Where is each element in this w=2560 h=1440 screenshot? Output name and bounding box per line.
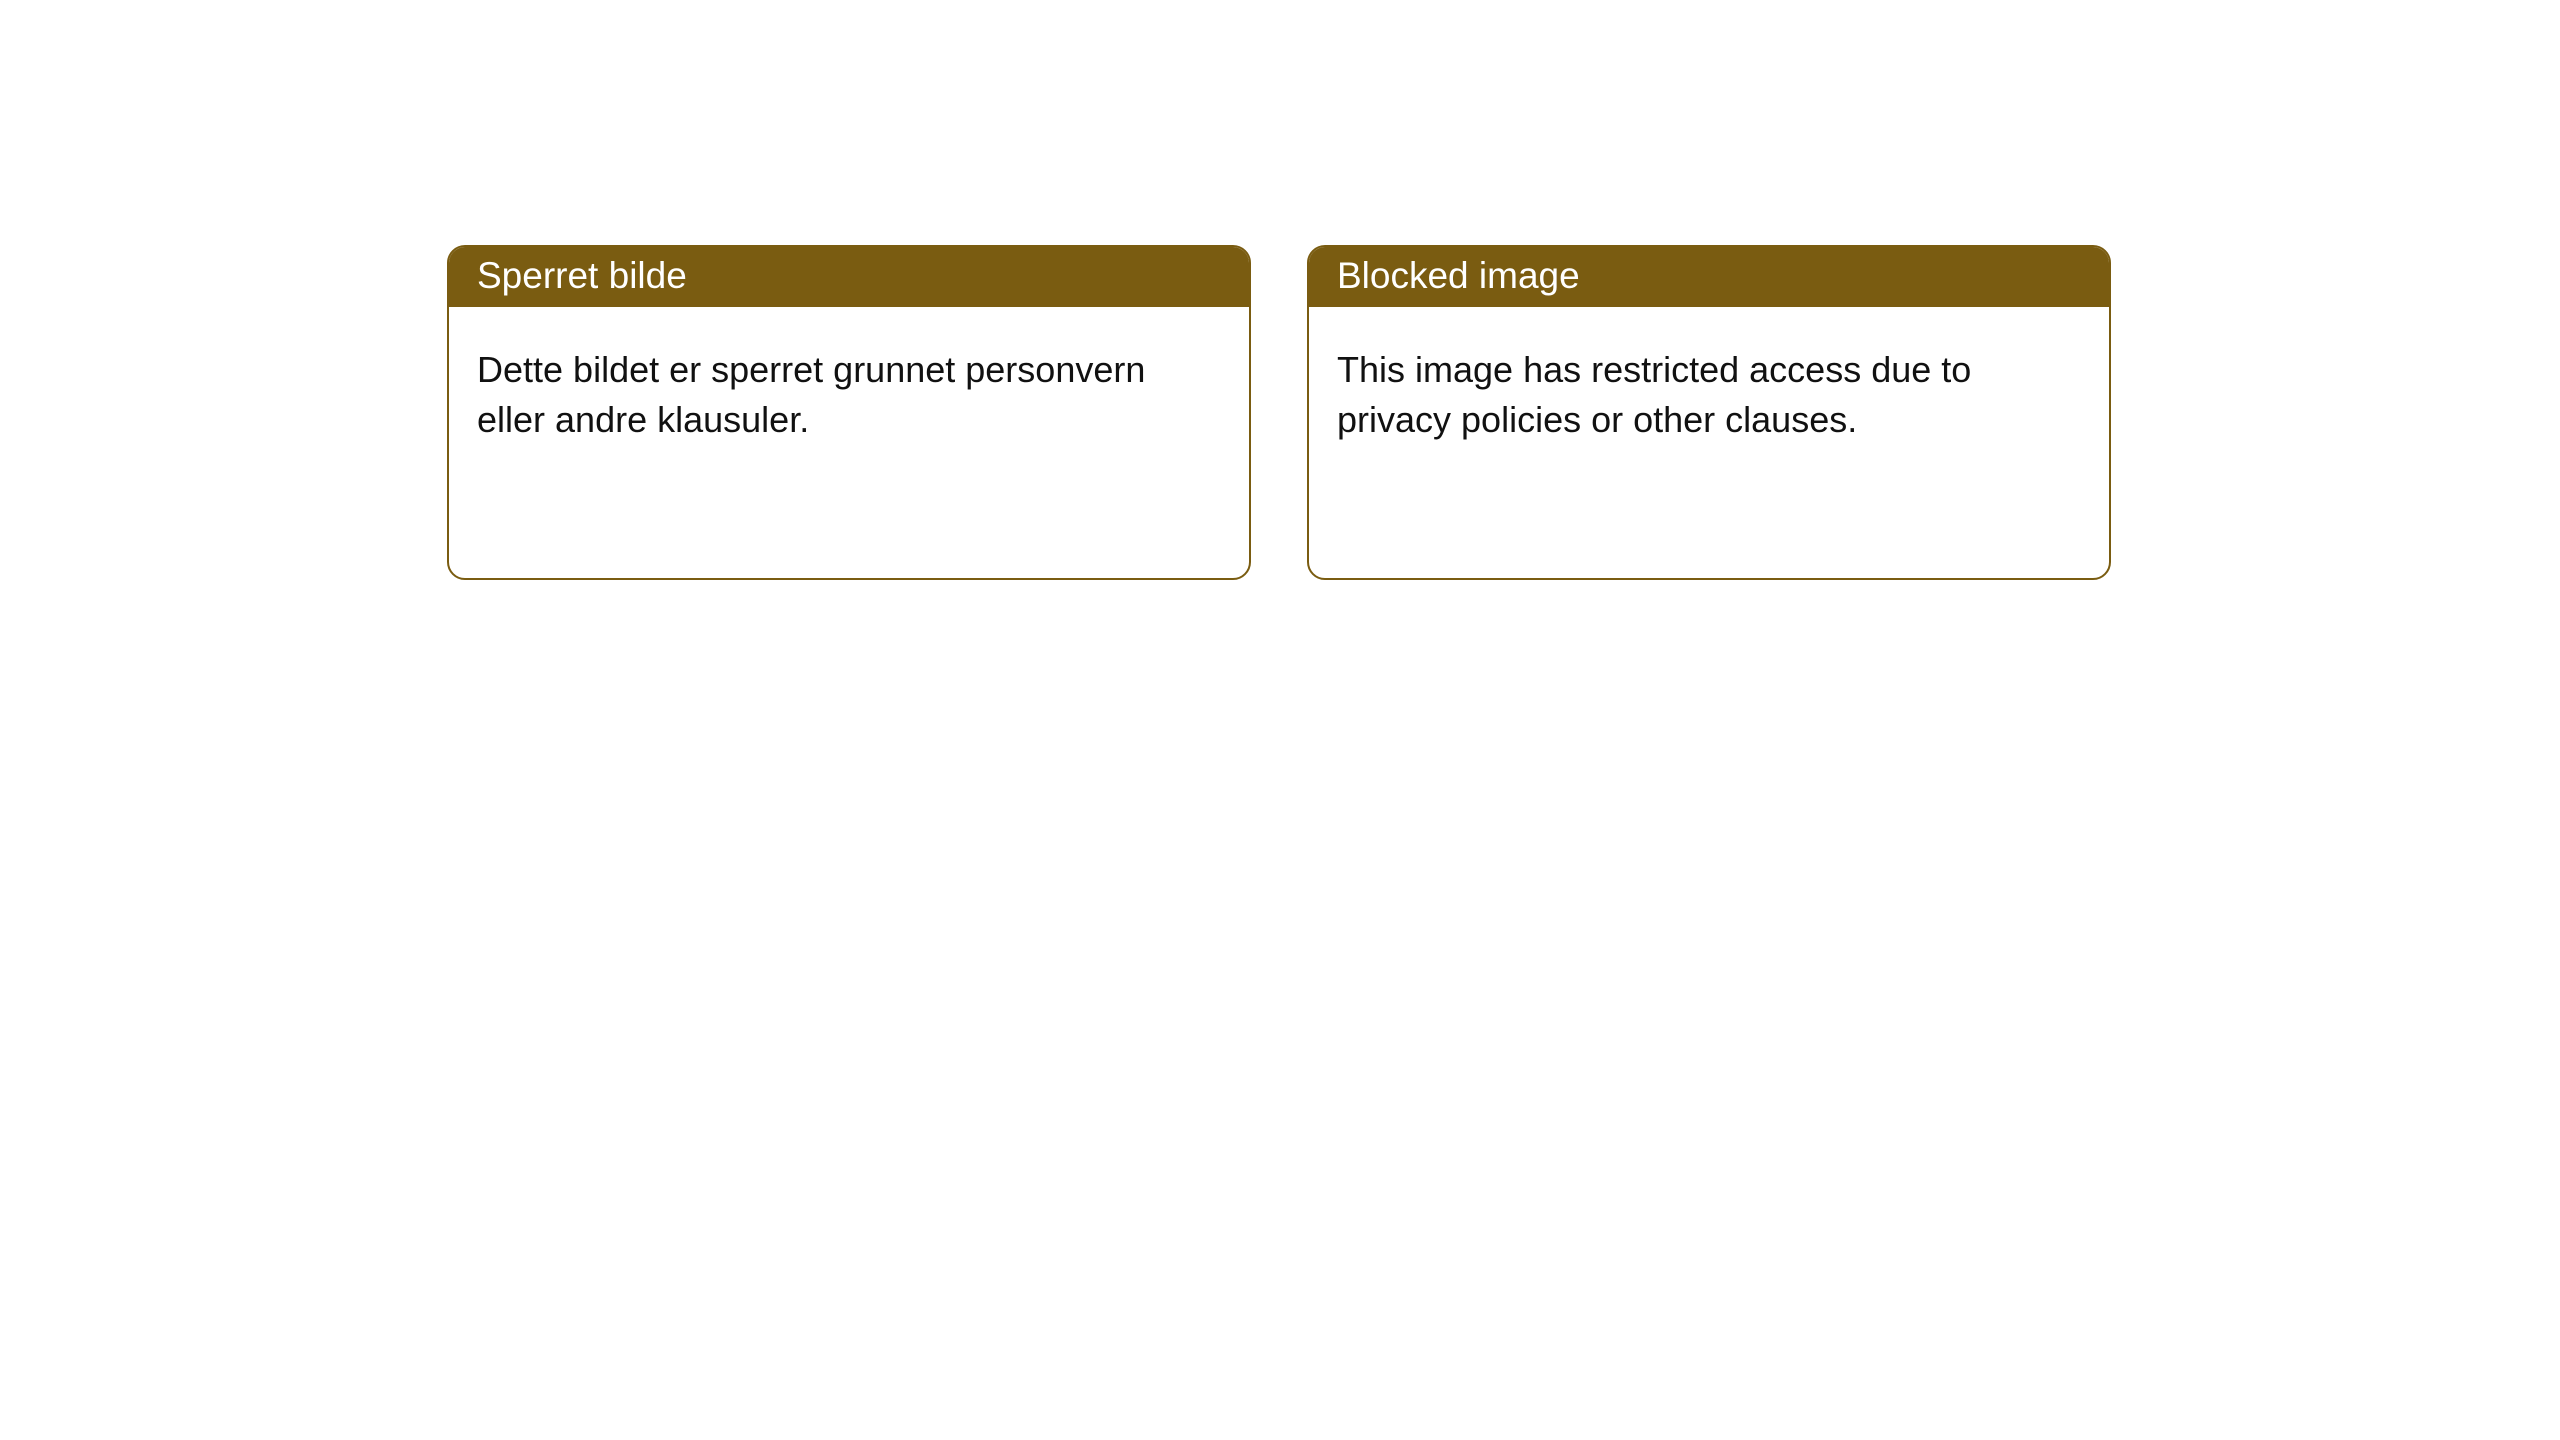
notice-body: This image has restricted access due to … bbox=[1309, 307, 2109, 466]
notice-title: Blocked image bbox=[1309, 247, 2109, 307]
notice-container: Sperret bilde Dette bildet er sperret gr… bbox=[0, 0, 2560, 580]
notice-card-english: Blocked image This image has restricted … bbox=[1307, 245, 2111, 580]
notice-title: Sperret bilde bbox=[449, 247, 1249, 307]
notice-body: Dette bildet er sperret grunnet personve… bbox=[449, 307, 1249, 466]
notice-card-norwegian: Sperret bilde Dette bildet er sperret gr… bbox=[447, 245, 1251, 580]
